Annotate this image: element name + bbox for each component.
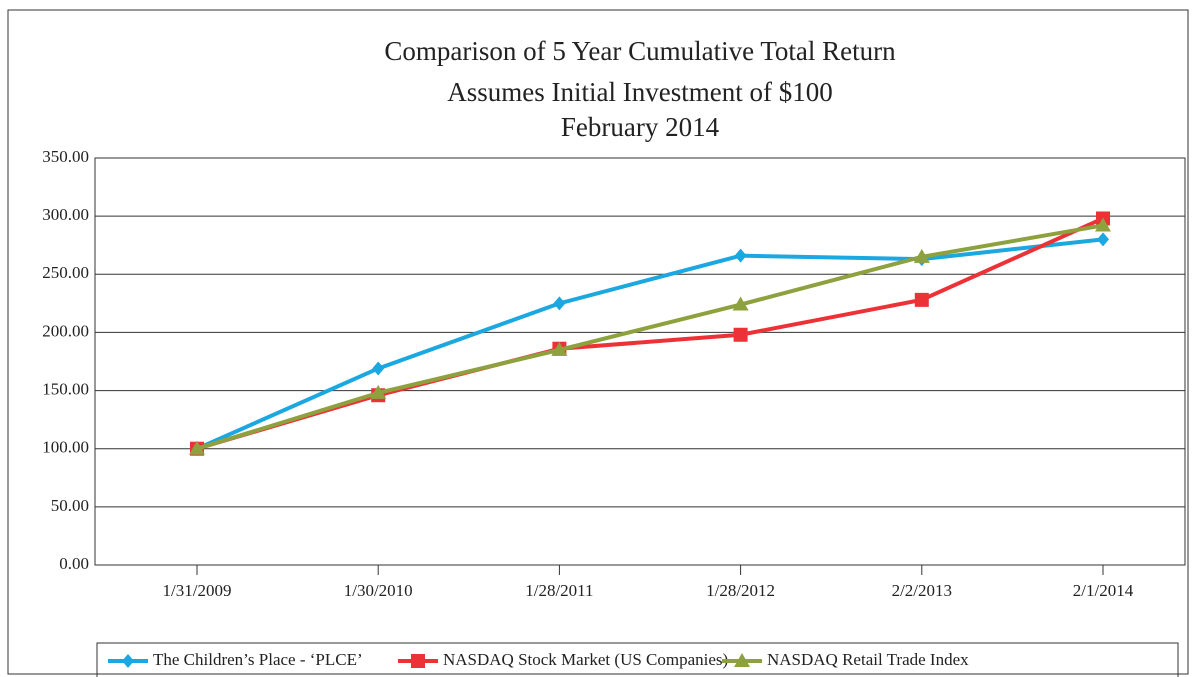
data-point bbox=[1095, 217, 1111, 232]
legend-box bbox=[96, 642, 1179, 677]
y-tick-label: 50.00 bbox=[51, 496, 89, 515]
legend-marker bbox=[411, 654, 425, 668]
chart-subtitle: February 2014 bbox=[561, 112, 720, 142]
data-point bbox=[553, 296, 566, 311]
legend-label: The Children’s Place - ‘PLCE’ bbox=[153, 650, 363, 669]
y-tick-label: 300.00 bbox=[42, 205, 89, 224]
data-point bbox=[370, 384, 387, 399]
data-point bbox=[734, 248, 747, 263]
legend-marker bbox=[122, 654, 134, 668]
data-point bbox=[913, 248, 930, 263]
x-tick-label: 1/28/2012 bbox=[706, 581, 775, 600]
y-tick-label: 350.00 bbox=[42, 147, 89, 166]
data-point bbox=[372, 361, 385, 376]
y-tick-label: 150.00 bbox=[42, 379, 89, 398]
x-tick-label: 1/31/2009 bbox=[163, 581, 232, 600]
legend-label: NASDAQ Retail Trade Index bbox=[767, 650, 969, 669]
chart-subtitle: Assumes Initial Investment of $100 bbox=[447, 77, 832, 107]
data-point bbox=[1097, 232, 1109, 247]
data-point bbox=[551, 341, 568, 356]
y-tick-label: 0.00 bbox=[59, 554, 89, 573]
data-point bbox=[189, 440, 205, 455]
legend-marker bbox=[734, 653, 750, 667]
legend-label: NASDAQ Stock Market (US Companies) bbox=[443, 650, 728, 669]
y-tick-label: 200.00 bbox=[42, 321, 89, 340]
y-tick-label: 100.00 bbox=[42, 438, 89, 457]
data-point bbox=[732, 296, 749, 311]
x-tick-label: 2/2/2013 bbox=[892, 581, 952, 600]
x-tick-label: 2/1/2014 bbox=[1073, 581, 1134, 600]
x-tick-label: 1/30/2010 bbox=[344, 581, 413, 600]
x-tick-label: 1/28/2011 bbox=[525, 581, 593, 600]
data-point bbox=[733, 327, 748, 342]
series-line bbox=[196, 223, 1104, 451]
data-point bbox=[914, 292, 929, 307]
chart-title: Comparison of 5 Year Cumulative Total Re… bbox=[384, 36, 896, 66]
y-tick-label: 250.00 bbox=[42, 263, 89, 282]
series-line bbox=[196, 237, 1104, 451]
